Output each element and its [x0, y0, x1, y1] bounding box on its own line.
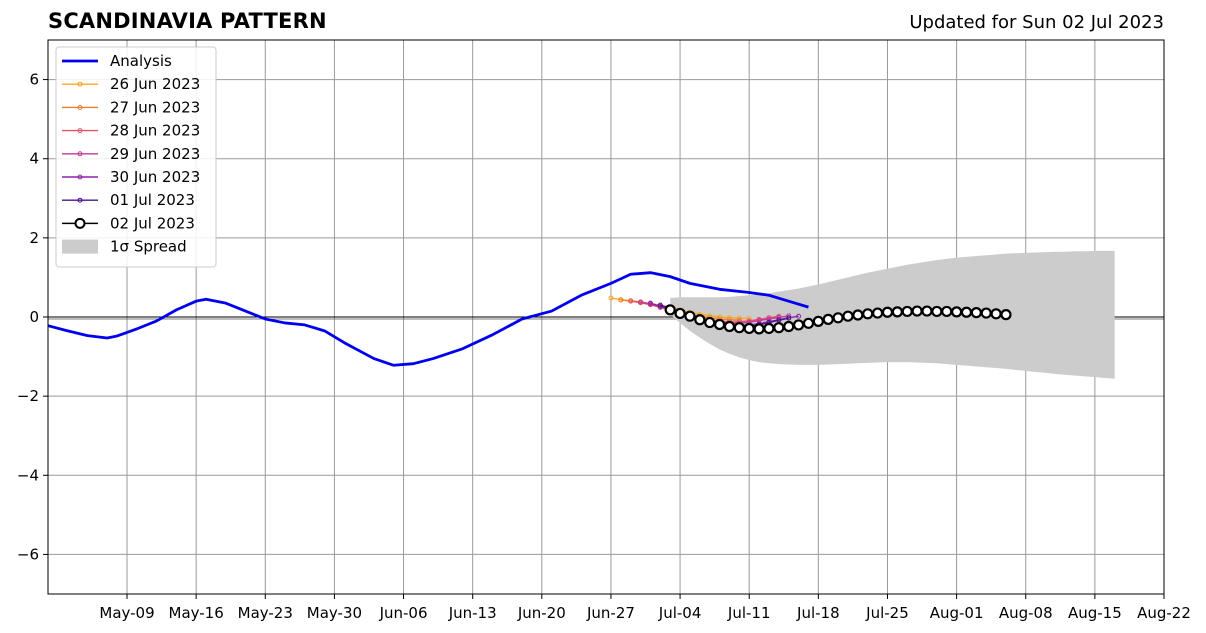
- y-tick-label: −6: [17, 545, 39, 563]
- latest-forecast-point: [990, 308, 1002, 320]
- legend-swatch-marker: [77, 151, 83, 157]
- latest-forecast-point: [911, 305, 923, 317]
- y-tick-label: 6: [29, 71, 39, 89]
- latest-forecast-point: [941, 305, 953, 318]
- forecast-series-point: [657, 302, 663, 308]
- latest-forecast-point: [832, 312, 844, 324]
- y-tick-label: −2: [17, 387, 39, 405]
- latest-forecast-point: [970, 307, 982, 319]
- forecast-series-point: [608, 295, 614, 301]
- latest-forecast-point: [664, 304, 676, 316]
- latest-forecast-point: [733, 322, 745, 334]
- latest-forecast-point: [881, 306, 894, 318]
- x-tick-label: Jun-13: [448, 604, 497, 622]
- x-tick-label: Jul-18: [796, 604, 840, 622]
- x-tick-label: Aug-15: [1068, 604, 1122, 622]
- y-tick-label: 0: [29, 308, 39, 326]
- plot-frame: [47, 39, 1165, 595]
- latest-forecast-point: [871, 307, 884, 319]
- legend-label: Analysis: [110, 52, 172, 70]
- latest-forecast-point: [980, 307, 992, 319]
- x-tick-label: May-09: [99, 604, 154, 622]
- x-tick-label: May-30: [307, 604, 362, 622]
- forecast-series-point: [786, 315, 792, 321]
- x-tick-label: May-23: [238, 604, 293, 622]
- latest-forecast-point: [704, 316, 716, 329]
- legend-label: 28 Jun 2023: [110, 122, 200, 140]
- latest-forecast-point: [951, 306, 963, 318]
- latest-forecast-point: [763, 322, 775, 335]
- legend-label: 02 Jul 2023: [110, 214, 195, 232]
- latest-forecast-point: [852, 309, 864, 321]
- x-tick-label: Aug-01: [930, 604, 984, 622]
- legend-label: 26 Jun 2023: [110, 75, 200, 93]
- forecast-series-point: [618, 297, 624, 303]
- latest-forecast-point: [783, 320, 795, 333]
- forecast-series-point: [647, 300, 653, 306]
- legend-box: [55, 46, 217, 268]
- series-lines: [47, 271, 1012, 367]
- forecast-series-point: [628, 298, 634, 304]
- latest-forecast-point: [684, 310, 696, 322]
- x-tick-label: May-16: [169, 604, 224, 622]
- legend: Analysis 26 Jun 2023 27 Jun 2023 28 Jun 202…: [55, 46, 217, 268]
- y-tick-label: 2: [29, 229, 39, 247]
- chart-subtitle: Updated for Sun 02 Jul 2023: [909, 12, 1164, 33]
- latest-forecast-point: [753, 323, 765, 335]
- legend-swatch-marker: [74, 217, 86, 229]
- x-tick-label: Jul-11: [727, 604, 771, 622]
- axes: May-09 May-16 May-23 May-30 Jun-06 Jun-13 Jun-…: [17, 39, 1191, 622]
- latest-forecast-point: [723, 320, 736, 333]
- y-tick-label: −4: [17, 466, 39, 484]
- legend-swatch-marker: [77, 104, 83, 110]
- latest-forecast-point: [822, 313, 834, 325]
- legend-label: 27 Jun 2023: [110, 98, 200, 116]
- latest-forecast-point: [713, 318, 726, 331]
- legend-swatch-marker: [77, 81, 83, 87]
- latest-forecast-point: [960, 306, 973, 318]
- forecast-series-point: [638, 299, 644, 305]
- latest-forecast-point: [743, 322, 755, 335]
- latest-forecast-point: [812, 315, 824, 327]
- legend-label: 29 Jun 2023: [110, 145, 200, 163]
- x-tick-label: Jun-06: [379, 604, 428, 622]
- latest-forecast-point: [1000, 309, 1012, 321]
- latest-forecast-point: [842, 310, 854, 322]
- latest-forecast-point: [773, 322, 785, 334]
- legend-label: 1σ Spread: [110, 238, 187, 256]
- legend-swatch-marker: [77, 128, 83, 134]
- latest-forecast-point: [802, 317, 815, 329]
- x-tick-label: Jun-27: [586, 604, 635, 622]
- latest-forecast-point: [674, 307, 686, 320]
- latest-forecast-point: [792, 319, 805, 331]
- latest-forecast-point: [901, 305, 913, 318]
- x-tick-label: Aug-22: [1137, 604, 1191, 622]
- latest-forecast-point: [862, 308, 874, 320]
- x-tick-label: Jul-04: [658, 604, 702, 622]
- latest-forecast-point: [921, 305, 933, 317]
- legend-label: 01 Jul 2023: [110, 191, 195, 209]
- legend-swatch-marker: [77, 174, 83, 180]
- x-tick-label: Jul-25: [865, 604, 909, 622]
- latest-forecast-point: [694, 314, 706, 326]
- legend-swatch-marker: [77, 197, 83, 203]
- y-tick-label: 4: [29, 150, 39, 168]
- legend-swatch-spread: [62, 239, 98, 254]
- x-tick-label: Jun-20: [517, 604, 566, 622]
- latest-forecast-point: [891, 306, 903, 318]
- forecast-series-point: [796, 313, 802, 319]
- legend-label: 30 Jun 2023: [110, 168, 200, 186]
- analysis-line: [47, 271, 809, 367]
- x-tick-label: Aug-08: [999, 604, 1053, 622]
- chart-title: SCANDINAVIA PATTERN: [48, 9, 327, 33]
- latest-forecast-point: [931, 305, 943, 318]
